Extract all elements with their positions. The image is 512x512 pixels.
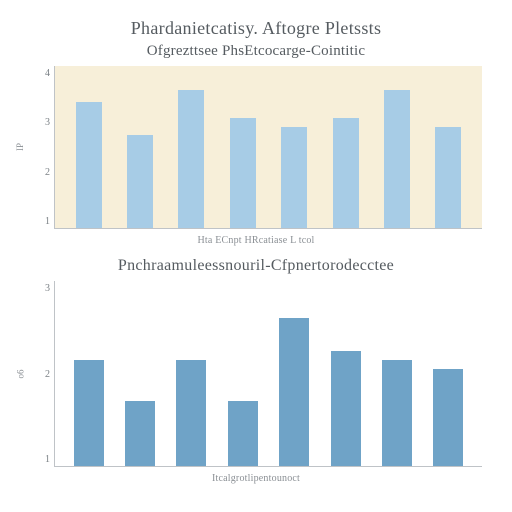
bar <box>331 351 361 467</box>
bar <box>178 90 204 228</box>
bottom-chart-title: Pnchraamuleessnouril-Cfpnertorodecctee <box>118 256 394 275</box>
top-x-caption: Hta ECnpt HRcatiase L tcol <box>197 235 314 246</box>
top-y-axis: IP 4 3 2 1 <box>30 66 54 229</box>
top-plot-area <box>54 66 482 229</box>
top-y-unit: IP <box>15 143 25 151</box>
bottom-plot-area <box>54 281 482 467</box>
bottom-plot-row: o6 3 2 1 <box>30 281 482 467</box>
bar <box>74 360 104 466</box>
bar <box>76 102 102 228</box>
top-ytick: 2 <box>45 167 50 178</box>
top-ytick: 1 <box>45 216 50 227</box>
bottom-ytick: 2 <box>45 369 50 380</box>
bar <box>384 90 410 228</box>
bar <box>230 118 256 228</box>
top-chart-panel: Phardanietcatisy. Aftogre Pletssts Ofgre… <box>30 18 482 246</box>
bottom-ytick: 1 <box>45 454 50 465</box>
bottom-chart-title-line1: Pnchraamuleessnouril-Cfpnertorodecctee <box>118 256 394 275</box>
top-chart-title-line2: Ofgrezttsee PhsEtcocarge-Cointitic <box>131 42 382 60</box>
bar <box>176 360 206 466</box>
bottom-ytick: 3 <box>45 283 50 294</box>
top-chart-title-line1: Phardanietcatisy. Aftogre Pletssts <box>131 18 382 40</box>
bar <box>435 127 461 229</box>
top-ytick: 4 <box>45 68 50 79</box>
bottom-y-axis: o6 3 2 1 <box>30 281 54 467</box>
top-chart-title: Phardanietcatisy. Aftogre Pletssts Ofgre… <box>131 18 382 60</box>
bar <box>333 118 359 228</box>
bottom-chart-panel: Pnchraamuleessnouril-Cfpnertorodecctee o… <box>30 256 482 484</box>
bar <box>127 135 153 228</box>
bar <box>125 401 155 466</box>
bar <box>281 127 307 229</box>
bar <box>433 369 463 466</box>
bottom-x-caption: Itcalgrotlipentounoct <box>212 473 300 484</box>
top-ytick: 3 <box>45 117 50 128</box>
bar <box>228 401 258 466</box>
top-plot-row: IP 4 3 2 1 <box>30 66 482 229</box>
bottom-y-unit: o6 <box>16 370 26 379</box>
bar <box>382 360 412 466</box>
bar <box>279 318 309 466</box>
